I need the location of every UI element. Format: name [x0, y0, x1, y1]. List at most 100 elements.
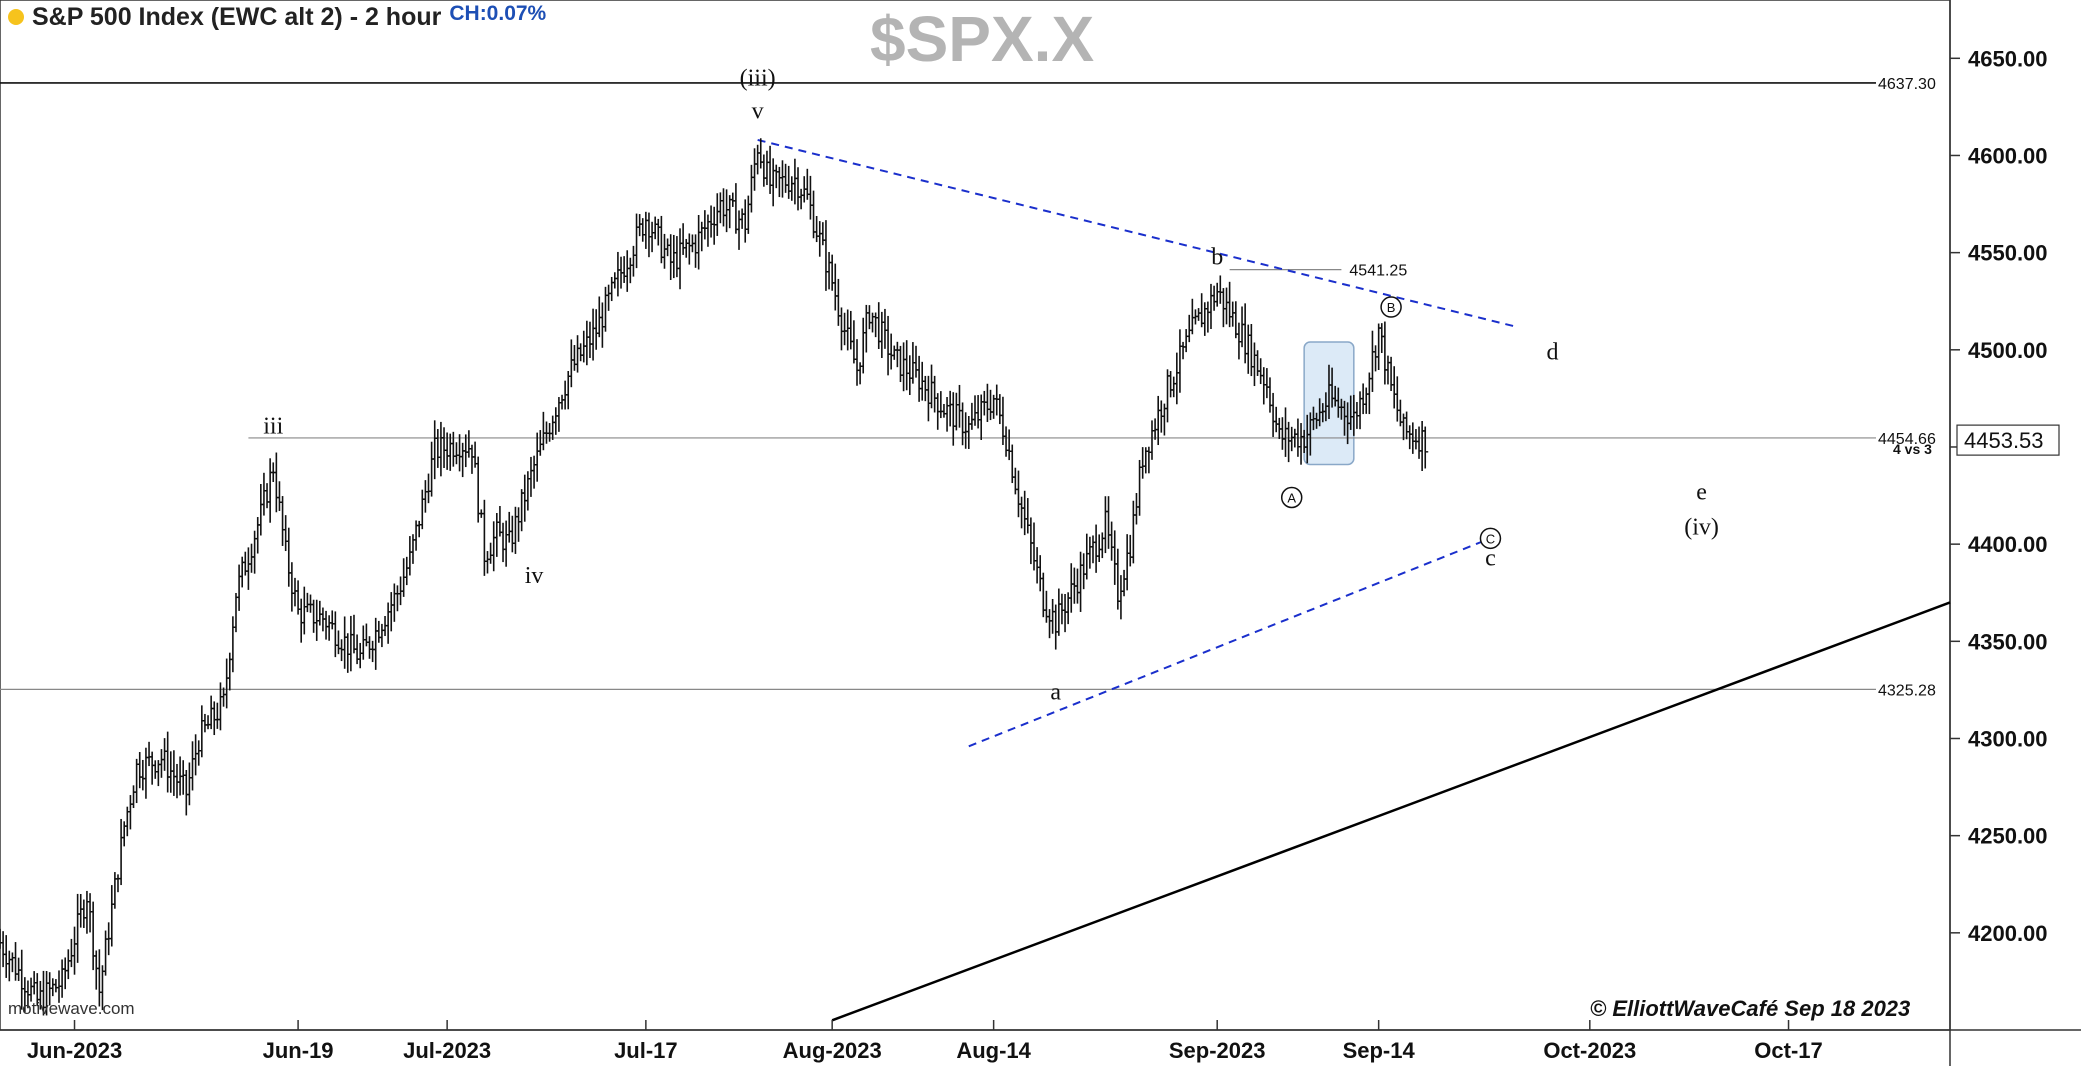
price-bar	[1180, 341, 1187, 360]
price-bar	[428, 441, 435, 497]
price-bar	[1419, 420, 1426, 472]
price-bar	[661, 233, 668, 269]
trend-line	[831, 601, 1951, 1022]
price-bar	[599, 302, 606, 348]
label-circle	[1280, 486, 1303, 509]
price-bar	[835, 278, 842, 326]
price-bar	[1062, 593, 1069, 633]
price-bar	[975, 395, 982, 429]
price-bar	[369, 640, 376, 663]
price-bar	[335, 630, 342, 655]
price-bar	[437, 421, 444, 477]
price-bar	[173, 763, 180, 799]
price-bar	[447, 433, 454, 471]
price-bar	[739, 208, 746, 229]
price-bar	[968, 402, 975, 430]
price-bar	[1251, 342, 1258, 387]
price-bar	[645, 212, 652, 258]
price-bar	[1384, 355, 1391, 385]
price-bar	[87, 893, 94, 933]
wave-label: v	[752, 99, 764, 125]
x-tick-label: Aug-14	[956, 1038, 1031, 1063]
price-bar	[434, 429, 441, 468]
price-bar	[226, 652, 233, 691]
price-bar	[639, 218, 646, 242]
price-bar	[1086, 536, 1093, 569]
price-bar	[760, 154, 767, 187]
price-bar	[537, 430, 544, 456]
price-bar	[236, 564, 243, 611]
price-bar	[944, 397, 951, 432]
price-bar	[574, 335, 581, 373]
price-bar	[1139, 447, 1146, 479]
price-bar	[462, 434, 469, 468]
price-bar	[1102, 496, 1109, 554]
x-tick-label: Aug-2023	[783, 1038, 882, 1063]
price-bar	[257, 484, 264, 536]
price-bar	[1055, 588, 1062, 636]
price-bar	[90, 901, 97, 971]
symbol-watermark: $SPX.X	[870, 3, 1095, 75]
price-bar	[93, 950, 100, 990]
price-bar	[146, 741, 153, 767]
y-tick-label: 4500.00	[1968, 338, 2048, 363]
price-bar	[714, 193, 721, 236]
price-bar	[1114, 548, 1121, 610]
price-bar	[633, 213, 640, 269]
price-bar	[788, 176, 795, 201]
price-bar	[1130, 500, 1137, 564]
price-bar	[326, 615, 333, 641]
price-bar	[102, 930, 109, 976]
price-bar	[183, 769, 190, 816]
price-bar	[1248, 323, 1255, 377]
price-bar	[1024, 498, 1031, 534]
price-bar	[1394, 376, 1401, 422]
price-bar	[754, 144, 761, 175]
y-tick-label: 4600.00	[1968, 143, 2048, 168]
level-label: 4637.30	[1878, 76, 1936, 93]
price-bar	[149, 751, 156, 785]
price-bar	[77, 894, 84, 928]
price-bar	[1133, 493, 1140, 525]
price-bar	[704, 214, 711, 247]
price-bar	[593, 309, 600, 350]
price-bar	[1074, 568, 1081, 604]
price-bar	[1198, 293, 1205, 328]
price-bar	[1260, 367, 1267, 405]
price-bar	[913, 345, 920, 378]
price-bar	[583, 320, 590, 366]
plot-frame	[0, 0, 1951, 1031]
price-bar	[953, 392, 960, 431]
price-bar	[441, 427, 448, 469]
price-bar	[1375, 323, 1382, 371]
price-bar	[1124, 534, 1131, 591]
circled-label-text: A	[1287, 491, 1296, 506]
price-bar	[642, 211, 649, 249]
price-bar	[1406, 425, 1413, 450]
price-bar	[1030, 522, 1037, 571]
price-bar	[897, 345, 904, 383]
price-bar	[1273, 406, 1280, 433]
price-bar	[1127, 534, 1134, 567]
price-bar	[279, 496, 286, 546]
last-price-label: 4453.53	[1964, 428, 2044, 453]
price-bar	[242, 551, 249, 576]
price-bar	[288, 562, 295, 612]
price-bar	[419, 489, 426, 530]
price-bar	[1077, 551, 1084, 612]
price-bar	[881, 308, 888, 349]
price-bar	[260, 472, 267, 516]
price-bar	[301, 586, 308, 635]
source-label: motivewave.com	[8, 999, 135, 1018]
price-bar	[667, 234, 674, 280]
price-bar	[111, 872, 118, 909]
level-label: 4325.28	[1878, 682, 1936, 699]
price-bar	[531, 455, 538, 489]
price-bar	[1204, 301, 1211, 333]
price-bar	[937, 391, 944, 419]
price-bar	[170, 750, 177, 796]
price-bar	[680, 223, 687, 255]
price-bar	[1034, 547, 1041, 584]
price-bar	[490, 521, 497, 572]
price-bar	[80, 899, 87, 928]
